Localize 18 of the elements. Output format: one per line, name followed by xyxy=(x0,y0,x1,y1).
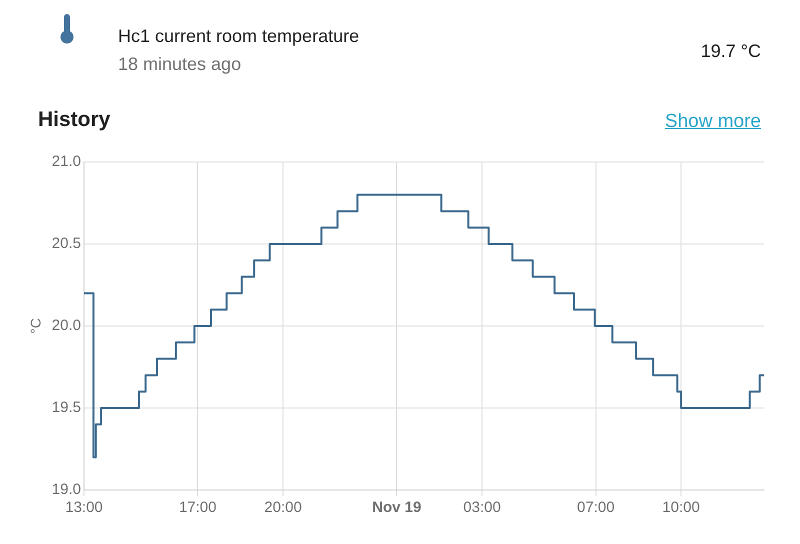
y-tick-label: 20.0 xyxy=(52,317,81,334)
x-tick-label: 13:00 xyxy=(65,499,103,516)
text: 19.7 °C xyxy=(700,41,761,62)
chart-title: Hc1 current room temperature xyxy=(118,26,360,47)
x-tick-label: 20:00 xyxy=(264,499,302,516)
y-tick-label: 19.0 xyxy=(52,481,81,498)
x-tick-label: 17:00 xyxy=(178,499,216,516)
x-tick-label: 07:00 xyxy=(577,499,615,516)
y-tick-label: 20.5 xyxy=(52,235,81,252)
y-tick-label: 21.0 xyxy=(52,153,81,170)
y-tick-label: 19.5 xyxy=(52,399,81,416)
x-tick-label: 10:00 xyxy=(662,499,700,516)
y-axis-title: °C xyxy=(27,318,44,334)
chart-subtitle: 18 minutes ago xyxy=(118,54,242,75)
x-tick-label: 03:00 xyxy=(463,499,501,516)
x-tick-label: Nov 19 xyxy=(372,499,422,516)
text: Show more xyxy=(664,111,761,133)
text: History xyxy=(38,108,110,132)
